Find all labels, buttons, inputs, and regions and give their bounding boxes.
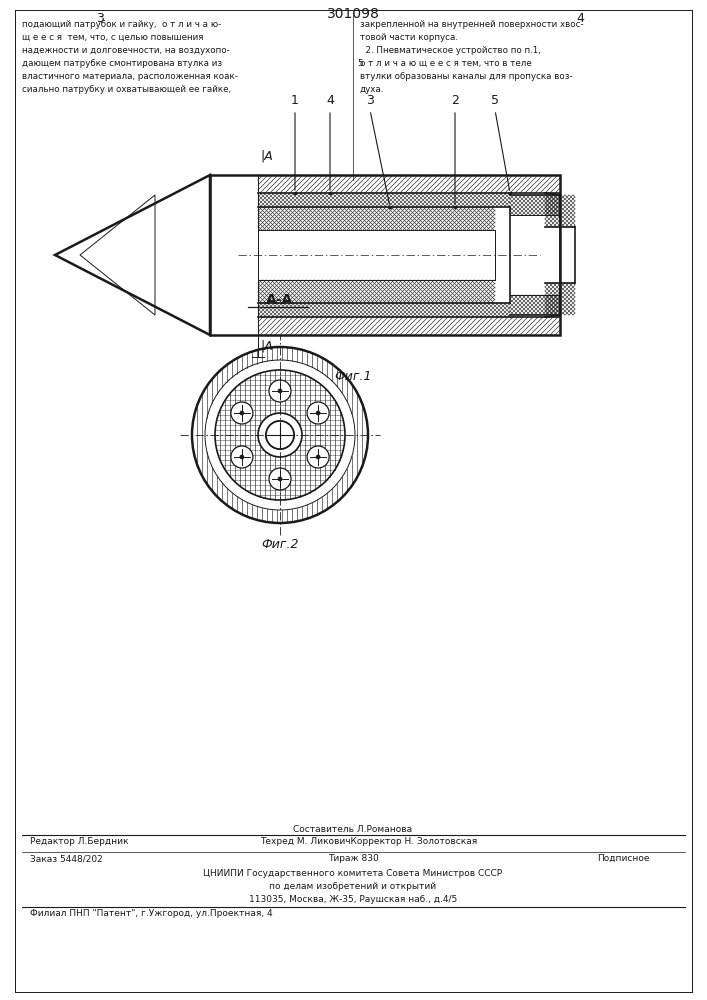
Circle shape xyxy=(316,455,320,459)
Text: Фиг.1: Фиг.1 xyxy=(334,370,372,383)
Text: Тираж 830: Тираж 830 xyxy=(327,854,378,863)
Text: 113035, Москва, Ж-35, Раушская наб., д.4/5: 113035, Москва, Ж-35, Раушская наб., д.4… xyxy=(249,895,457,904)
Text: властичного материала, расположенная коак-: властичного материала, расположенная коа… xyxy=(22,72,238,81)
Text: Заказ 5448/202: Заказ 5448/202 xyxy=(30,854,103,863)
Circle shape xyxy=(266,421,294,449)
Text: Фиг.2: Фиг.2 xyxy=(262,538,299,551)
Text: 3: 3 xyxy=(366,94,374,107)
Text: Техред М. ЛиковичКорректор Н. Золотовская: Техред М. ЛиковичКорректор Н. Золотовска… xyxy=(260,837,477,846)
Text: сиально патрубку и охватывающей ее гайке,: сиально патрубку и охватывающей ее гайке… xyxy=(22,85,231,94)
Text: 4: 4 xyxy=(576,12,584,25)
Text: 5: 5 xyxy=(491,94,499,107)
Text: закрепленной на внутренней поверхности хвос-: закрепленной на внутренней поверхности х… xyxy=(360,20,583,29)
Circle shape xyxy=(278,477,282,481)
Text: 2. Пневматическое устройство по п.1,: 2. Пневматическое устройство по п.1, xyxy=(360,46,541,55)
Text: щ е е с я  тем, что, с целью повышения: щ е е с я тем, что, с целью повышения xyxy=(22,33,204,42)
Text: по делам изобретений и открытий: по делам изобретений и открытий xyxy=(269,882,436,891)
Circle shape xyxy=(307,446,329,468)
Circle shape xyxy=(278,389,282,393)
Text: надежности и долговечности, на воздухопо-: надежности и долговечности, на воздухопо… xyxy=(22,46,230,55)
Text: Составитель Л.Романова: Составитель Л.Романова xyxy=(293,825,413,834)
Text: втулки образованы каналы для пропуска воз-: втулки образованы каналы для пропуска во… xyxy=(360,72,573,81)
Circle shape xyxy=(231,446,253,468)
Bar xyxy=(210,175,560,335)
Circle shape xyxy=(231,402,253,424)
Text: А-А: А-А xyxy=(267,293,293,307)
Circle shape xyxy=(307,402,329,424)
Text: Редактор Л.Бердник: Редактор Л.Бердник xyxy=(30,837,129,846)
Text: 5: 5 xyxy=(357,59,363,68)
Text: Подписное: Подписное xyxy=(597,854,650,863)
Text: 301098: 301098 xyxy=(327,7,380,21)
Circle shape xyxy=(316,411,320,415)
Text: духа.: духа. xyxy=(360,85,385,94)
Text: Филиал ПНП "Патент", г.Ужгород, ул.Проектная, 4: Филиал ПНП "Патент", г.Ужгород, ул.Проек… xyxy=(30,909,273,918)
Text: дающем патрубке смонтирована втулка из: дающем патрубке смонтирована втулка из xyxy=(22,59,222,68)
Text: |А: |А xyxy=(260,340,273,353)
Text: 4: 4 xyxy=(326,94,334,107)
Circle shape xyxy=(269,380,291,402)
Text: 1: 1 xyxy=(291,94,299,107)
Circle shape xyxy=(240,455,244,459)
Circle shape xyxy=(269,468,291,490)
Text: ЦНИИПИ Государственного комитета Совета Министров СССР: ЦНИИПИ Государственного комитета Совета … xyxy=(204,869,503,878)
Text: |А: |А xyxy=(260,150,273,163)
Text: о т л и ч а ю щ е е с я тем, что в теле: о т л и ч а ю щ е е с я тем, что в теле xyxy=(360,59,532,68)
Text: 2: 2 xyxy=(451,94,459,107)
Text: 3: 3 xyxy=(96,12,104,25)
Circle shape xyxy=(240,411,244,415)
Text: подающий патрубок и гайку,  о т л и ч а ю-: подающий патрубок и гайку, о т л и ч а ю… xyxy=(22,20,221,29)
Text: товой части корпуса.: товой части корпуса. xyxy=(360,33,458,42)
